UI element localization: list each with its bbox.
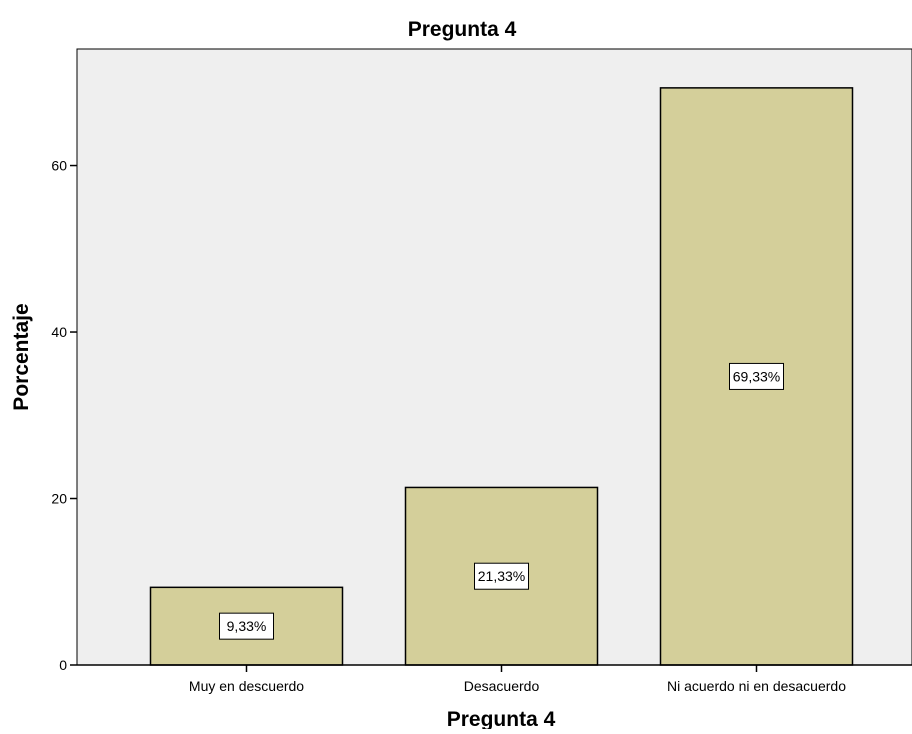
data-label: 9,33% bbox=[227, 618, 267, 634]
data-label: 69,33% bbox=[733, 368, 780, 384]
chart-title: Pregunta 4 bbox=[408, 18, 517, 41]
data-label-box bbox=[219, 612, 274, 640]
y-axis: 0 20 40 60 bbox=[51, 158, 77, 673]
x-tick-label: Desacuerdo bbox=[464, 678, 540, 694]
y-tick-label: 20 bbox=[51, 491, 67, 507]
x-tick-label: Muy en descuerdo bbox=[189, 678, 304, 694]
x-axis: Muy en descuerdo Desacuerdo Ni acuerdo ni … bbox=[77, 664, 912, 694]
x-axis-title: Pregunta 4 bbox=[447, 708, 556, 729]
y-tick-label: 60 bbox=[51, 158, 67, 174]
y-axis-title: Porcentaje bbox=[10, 303, 33, 410]
data-label-box bbox=[729, 362, 784, 390]
data-label-box bbox=[474, 562, 529, 590]
bars-group: 9,33% 21,33% 69,33% bbox=[149, 87, 854, 666]
x-tick-label: Ni acuerdo ni en desacuerdo bbox=[667, 678, 846, 694]
data-label: 21,33% bbox=[478, 568, 525, 584]
y-tick-label: 40 bbox=[51, 324, 67, 340]
y-tick-label: 0 bbox=[59, 657, 67, 673]
